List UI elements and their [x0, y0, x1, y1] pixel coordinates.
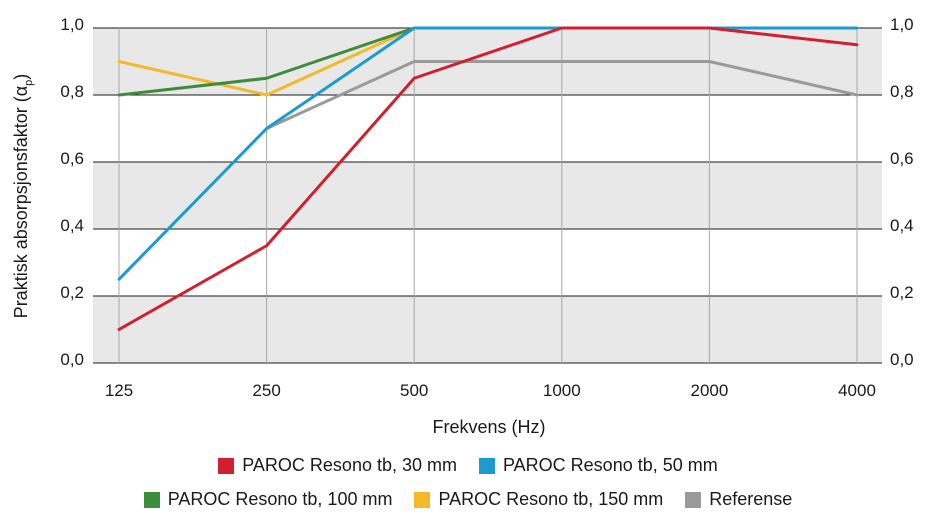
legend-swatch: [143, 491, 160, 508]
y-axis-title: Praktisk absorpsjonsfaktor (αp): [11, 74, 35, 319]
y-tick-label-right: 0,2: [890, 283, 914, 302]
y-tick-label-right: 0,8: [890, 82, 914, 101]
legend-swatch: [479, 457, 495, 474]
series-line: [117, 26, 416, 97]
x-tick-label: 4000: [838, 381, 876, 400]
legend-label: PAROC Resono tb, 100 mm: [167, 489, 393, 509]
band: [93, 229, 882, 296]
y-tick-label-left: 0,8: [60, 82, 84, 101]
legend-label: Referense: [709, 489, 793, 509]
y-axis-title-close: ): [11, 74, 31, 80]
legend-row-2: PAROC Resono tb, 100 mm PAROC Resono tb,…: [0, 489, 936, 510]
x-tick-label: 500: [400, 381, 428, 400]
gridlines: [93, 27, 882, 364]
band: [93, 162, 882, 229]
legend-row-1: PAROC Resono tb, 30 mm PAROC Resono tb, …: [0, 455, 936, 476]
y-tick-label-left: 0,6: [60, 149, 84, 168]
legend-item: Referense: [685, 489, 792, 510]
x-tick-label: 2000: [690, 381, 728, 400]
series-lines: [117, 26, 859, 331]
legend-item: PAROC Resono tb, 100 mm: [143, 489, 393, 510]
series-line: [117, 26, 859, 281]
y-tick-label-left: 1,0: [60, 15, 84, 34]
y-axis-right: 0,0 0,2 0,4 0,6 0,8 1,0: [890, 15, 914, 369]
background-bands: [93, 28, 882, 363]
legend-swatch: [218, 457, 235, 474]
y-tick-label-left: 0,4: [60, 216, 84, 235]
x-tick-label: 125: [105, 381, 133, 400]
y-tick-label-left: 0,2: [60, 283, 84, 302]
y-axis-title-main: Praktisk absorpsjonsfaktor (α: [11, 86, 31, 319]
band: [93, 296, 882, 363]
x-tick-label: 1000: [543, 381, 581, 400]
legend-swatch: [414, 491, 431, 508]
band: [93, 95, 882, 162]
y-axis-left: 0,0 0,2 0,4 0,6 0,8 1,0: [60, 15, 84, 369]
y-axis-title-subscript: p: [23, 80, 35, 86]
y-tick-label-right: 0,0: [890, 350, 914, 369]
x-axis-title: Frekvens (Hz): [432, 417, 545, 437]
series-line: [265, 60, 859, 130]
legend-label: PAROC Resono tb, 30 mm: [242, 455, 457, 475]
y-tick-label-right: 0,6: [890, 149, 914, 168]
y-tick-label-right: 0,4: [890, 216, 914, 235]
x-tick-label: 250: [252, 381, 280, 400]
series-line: [117, 26, 859, 331]
series-line: [117, 26, 416, 97]
legend-item: PAROC Resono tb, 30 mm: [218, 455, 457, 476]
legend-swatch: [685, 491, 702, 508]
y-tick-label-right: 1,0: [890, 15, 914, 34]
legend-label: PAROC Resono tb, 150 mm: [438, 489, 664, 509]
y-tick-label-left: 0,0: [60, 350, 84, 369]
legend-item: PAROC Resono tb, 50 mm: [479, 455, 718, 476]
x-axis: 125 250 500 1000 2000 4000: [105, 381, 876, 400]
legend-label: PAROC Resono tb, 50 mm: [503, 455, 718, 475]
legend-item: PAROC Resono tb, 150 mm: [414, 489, 663, 510]
